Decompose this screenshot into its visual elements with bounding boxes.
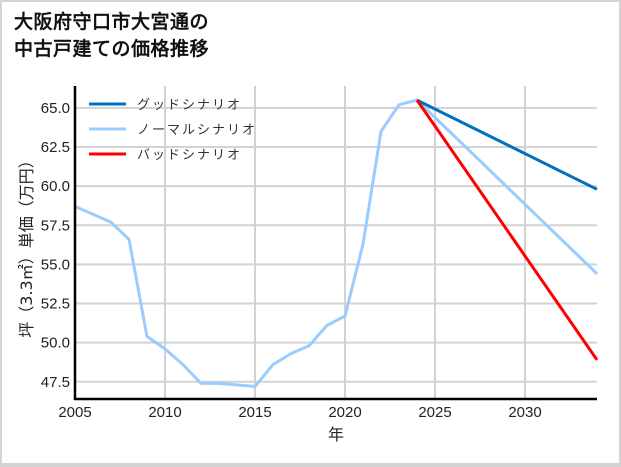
chart-title-line-1: 大阪府守口市大宮通の	[14, 11, 210, 33]
y-tick-label: 52.5	[41, 296, 70, 313]
x-tick-label: 2005	[58, 404, 91, 421]
y-tick-labels: 47.5 50.0 52.5 55.0 57.5 60.0 62.5 65.0	[41, 100, 70, 391]
legend-label: バッドシナリオ	[137, 148, 242, 163]
y-tick-label: 60.0	[41, 178, 70, 195]
series-line-2	[415, 99, 599, 361]
x-tick-label: 2010	[148, 404, 181, 421]
x-tick-labels: 2005 2010 2015 2020 2025 2030	[58, 404, 541, 421]
series-lines	[74, 98, 599, 388]
y-tick-label: 50.0	[41, 335, 70, 352]
y-axis-label: 坪（3.3㎡）単価（万円）	[17, 152, 36, 337]
x-tick-label: 2030	[508, 404, 541, 421]
x-tick-label: 2020	[328, 404, 361, 421]
y-tick-label: 47.5	[41, 374, 70, 391]
y-tick-label: 62.5	[41, 139, 70, 156]
series-line-1	[74, 98, 599, 388]
legend-label: ノーマルシナリオ	[137, 123, 257, 138]
chart-title: 大阪府守口市大宮通の 中古戸建ての価格推移	[14, 9, 209, 63]
x-axis-label: 年	[328, 425, 344, 444]
y-tick-label: 57.5	[41, 217, 70, 234]
x-tick-label: 2015	[238, 404, 271, 421]
series-line-0	[416, 98, 598, 191]
x-tick-label: 2025	[418, 404, 451, 421]
legend-label: グッドシナリオ	[137, 98, 242, 113]
y-tick-label: 55.0	[41, 256, 70, 273]
y-tick-label: 65.0	[41, 100, 70, 117]
axes	[73, 86, 597, 401]
chart-title-line-2: 中古戸建ての価格推移	[14, 38, 210, 60]
